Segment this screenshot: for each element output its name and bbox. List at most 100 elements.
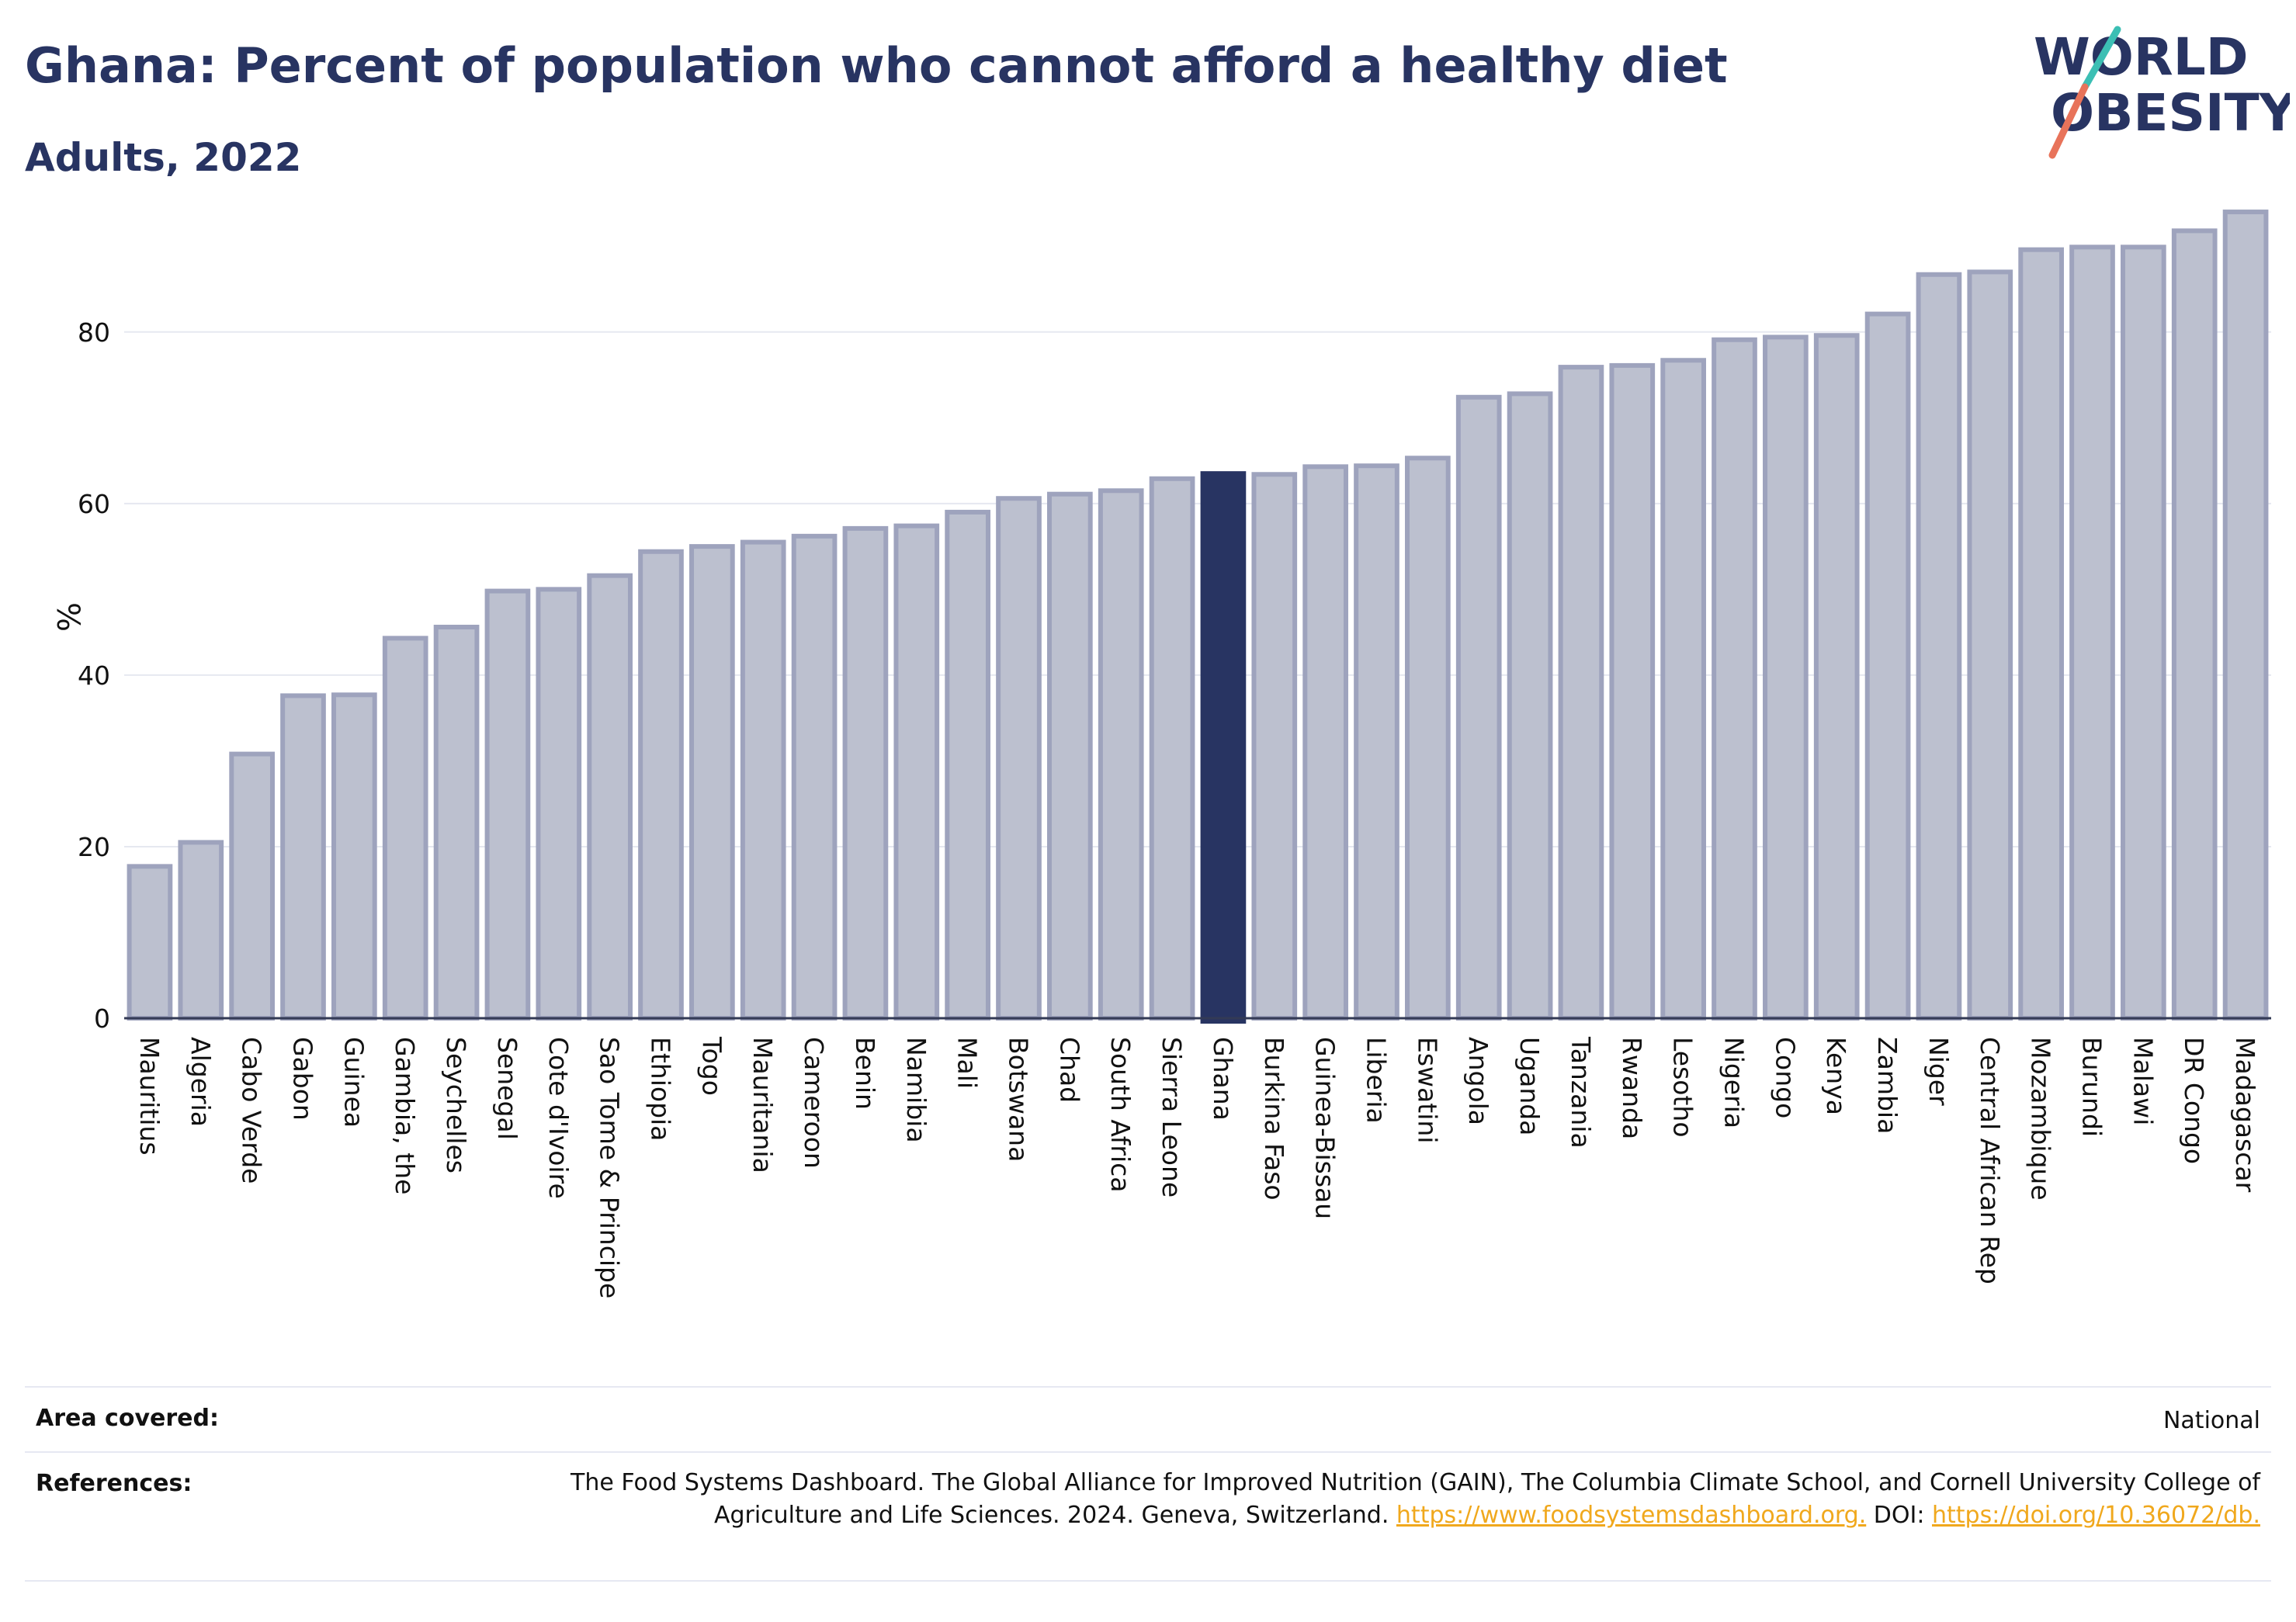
world-obesity-logo: WORLD OBESITY bbox=[2034, 26, 2290, 159]
category-label: Zambia bbox=[1872, 1037, 1902, 1134]
bar-dr-congo bbox=[2171, 228, 2218, 1021]
bar-cote-d-ivoire bbox=[536, 587, 582, 1021]
bar-mali bbox=[945, 509, 990, 1021]
bar-algeria bbox=[178, 840, 224, 1021]
bar-burkina-faso bbox=[1251, 472, 1298, 1021]
bar-angola bbox=[1455, 394, 1502, 1021]
category-label: Cote d'Ivoire bbox=[543, 1037, 574, 1199]
category-label: Congo bbox=[1770, 1037, 1800, 1118]
bar-uganda bbox=[1507, 391, 1553, 1021]
dashboard-link[interactable]: https://www.foodsystemsdashboard.org. bbox=[1396, 1502, 1867, 1529]
category-label: Ethiopia bbox=[646, 1037, 676, 1141]
category-label: Botswana bbox=[1004, 1037, 1034, 1162]
bar-tanzania bbox=[1558, 365, 1604, 1021]
bar-malawi bbox=[2121, 244, 2166, 1021]
category-label: DR Congo bbox=[2179, 1037, 2209, 1164]
bar-botswana bbox=[996, 496, 1042, 1021]
category-label: Senegal bbox=[492, 1037, 522, 1140]
area-covered-row: Area covered: National bbox=[25, 1405, 2271, 1444]
doi-label: DOI: bbox=[1873, 1502, 1925, 1529]
logo-accent-teal bbox=[2081, 26, 2121, 91]
category-label: Ghana bbox=[1208, 1037, 1238, 1121]
category-label: Mauritius bbox=[134, 1037, 165, 1156]
bar-south-africa bbox=[1098, 488, 1144, 1021]
category-labels: Mauritius Algeria Cabo Verde Gabon Guinea Gam… bbox=[134, 1036, 2260, 1298]
bar-gambia-the bbox=[382, 636, 428, 1021]
category-label: Lesotho bbox=[1668, 1037, 1698, 1138]
bar-liberia bbox=[1354, 463, 1399, 1021]
y-tick-label: 20 bbox=[78, 832, 110, 862]
bar-rwanda bbox=[1609, 362, 1656, 1021]
category-label: Madagascar bbox=[2230, 1037, 2260, 1193]
bar-nigeria bbox=[1712, 337, 1757, 1021]
footer-rule-mid bbox=[25, 1451, 2271, 1453]
category-label: Uganda bbox=[1514, 1037, 1545, 1135]
y-tick-label: 80 bbox=[78, 317, 110, 348]
svg-text:OBESITY: OBESITY bbox=[2051, 83, 2290, 143]
category-label: Seychelles bbox=[441, 1037, 471, 1173]
category-label: Rwanda bbox=[1617, 1037, 1647, 1139]
bar-mozambique bbox=[2018, 247, 2064, 1021]
bar-madagascar bbox=[2222, 210, 2269, 1021]
y-tick-label: 60 bbox=[78, 489, 110, 519]
bar-congo bbox=[1763, 334, 1809, 1021]
y-tick-label: 0 bbox=[94, 1003, 110, 1034]
category-label: Angola bbox=[1463, 1037, 1493, 1125]
references-text: The Food Systems Dashboard. The Global A… bbox=[553, 1467, 2260, 1532]
bars bbox=[127, 210, 2269, 1024]
category-label: Mauritania bbox=[747, 1037, 778, 1173]
bar-chart: 0 20 40 60 80 Mauritius Algeria Cabo Verde Gabo… bbox=[50, 210, 2271, 1298]
bar-ethiopia bbox=[638, 549, 684, 1021]
logo-accent-coral bbox=[2048, 83, 2089, 159]
bar-cabo-verde bbox=[229, 751, 275, 1021]
bar-guinea-bissau bbox=[1302, 464, 1348, 1021]
bar-mauritius bbox=[127, 864, 173, 1021]
category-label: Benin bbox=[850, 1037, 880, 1110]
bar-central-african-rep bbox=[1967, 269, 2013, 1021]
area-covered-label: Area covered: bbox=[36, 1405, 219, 1432]
category-label: Nigeria bbox=[1719, 1037, 1750, 1128]
bar-cameroon bbox=[791, 533, 838, 1021]
category-label: Central African Rep bbox=[1975, 1037, 2005, 1284]
category-label: Cabo Verde bbox=[237, 1037, 267, 1184]
references-row: References: The Food Systems Dashboard. … bbox=[25, 1467, 2271, 1583]
bar-guinea bbox=[331, 692, 377, 1021]
y-tick-label: 40 bbox=[78, 660, 110, 691]
chart-title: Ghana: Percent of population who cannot … bbox=[25, 37, 1728, 94]
footer-rule-bottom bbox=[25, 1580, 2271, 1582]
category-label: Sao Tome & Principe bbox=[595, 1037, 625, 1298]
category-label: Malawi bbox=[2128, 1037, 2158, 1125]
category-label: Algeria bbox=[186, 1037, 216, 1127]
bar-kenya bbox=[1813, 333, 1860, 1021]
category-label: Niger bbox=[1923, 1037, 1954, 1106]
category-label: Guinea bbox=[338, 1037, 369, 1128]
category-label: Tanzania bbox=[1566, 1036, 1596, 1149]
bar-togo bbox=[689, 544, 735, 1021]
footer-rule-top bbox=[25, 1386, 2271, 1388]
area-covered-value: National bbox=[2162, 1407, 2260, 1434]
bar-sao-tome-principe bbox=[587, 573, 633, 1021]
y-tick-labels: 0 20 40 60 80 bbox=[78, 317, 110, 1034]
bar-gabon bbox=[280, 693, 326, 1021]
category-label: Mali bbox=[952, 1037, 983, 1089]
category-label: Mozambique bbox=[2026, 1037, 2056, 1201]
category-label: Togo bbox=[696, 1036, 727, 1096]
bar-senegal bbox=[484, 588, 531, 1021]
chart-subtitle: Adults, 2022 bbox=[25, 135, 302, 180]
category-label: Burundi bbox=[2077, 1037, 2107, 1137]
category-label: Gabon bbox=[288, 1037, 318, 1121]
gridlines bbox=[124, 331, 2271, 847]
category-label: Cameroon bbox=[799, 1037, 829, 1169]
doi-link[interactable]: https://doi.org/10.36072/db. bbox=[1932, 1502, 2260, 1529]
bar-niger bbox=[1916, 272, 1962, 1021]
bar-zambia bbox=[1864, 311, 1911, 1021]
bar-namibia bbox=[893, 523, 940, 1021]
bar-mauritania bbox=[740, 539, 786, 1021]
category-label: Namibia bbox=[901, 1037, 931, 1143]
bar-burundi bbox=[2069, 244, 2115, 1021]
svg-text:WORLD: WORLD bbox=[2034, 27, 2249, 87]
category-label: Eswatini bbox=[1412, 1037, 1442, 1143]
category-label: Liberia bbox=[1361, 1037, 1392, 1124]
bar-eswatini bbox=[1405, 456, 1451, 1021]
category-label: Sierra Leone bbox=[1157, 1037, 1187, 1197]
